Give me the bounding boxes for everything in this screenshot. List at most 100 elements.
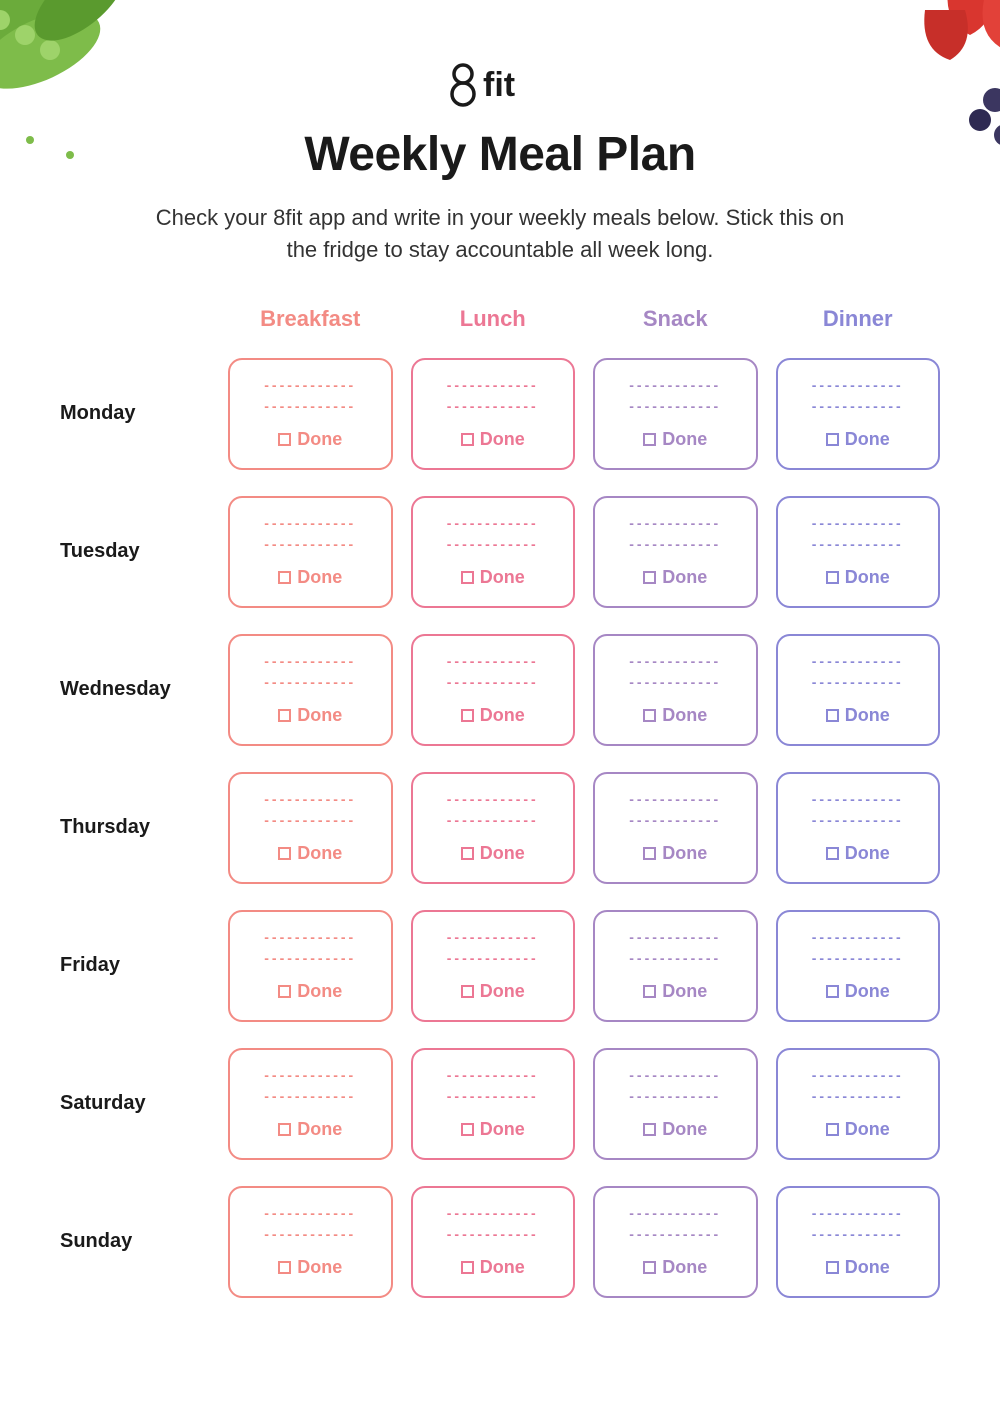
checkbox-icon[interactable] — [643, 1123, 656, 1136]
column-header: Dinner — [776, 306, 941, 332]
done-checkbox-row[interactable]: Done — [461, 843, 525, 864]
checkbox-icon[interactable] — [461, 709, 474, 722]
checkbox-icon[interactable] — [278, 1261, 291, 1274]
checkbox-icon[interactable] — [643, 571, 656, 584]
meal-cell[interactable]: ------------------------Done — [776, 496, 941, 608]
checkbox-icon[interactable] — [643, 1261, 656, 1274]
done-checkbox-row[interactable]: Done — [826, 981, 890, 1002]
done-checkbox-row[interactable]: Done — [461, 1119, 525, 1140]
done-label: Done — [480, 1119, 525, 1140]
done-checkbox-row[interactable]: Done — [278, 429, 342, 450]
done-checkbox-row[interactable]: Done — [643, 705, 707, 726]
done-checkbox-row[interactable]: Done — [278, 1257, 342, 1278]
done-checkbox-row[interactable]: Done — [643, 429, 707, 450]
done-checkbox-row[interactable]: Done — [278, 843, 342, 864]
meal-cell[interactable]: ------------------------Done — [776, 634, 941, 746]
done-label: Done — [845, 843, 890, 864]
checkbox-icon[interactable] — [643, 709, 656, 722]
checkbox-icon[interactable] — [461, 571, 474, 584]
meal-cell[interactable]: ------------------------Done — [228, 358, 393, 470]
meal-write-line: ------------ — [812, 675, 904, 690]
meal-cell[interactable]: ------------------------Done — [776, 358, 941, 470]
done-checkbox-row[interactable]: Done — [826, 567, 890, 588]
checkbox-icon[interactable] — [643, 433, 656, 446]
meal-write-line: ------------ — [447, 930, 539, 945]
done-checkbox-row[interactable]: Done — [278, 1119, 342, 1140]
meal-cell[interactable]: ------------------------Done — [776, 1048, 941, 1160]
meal-cell[interactable]: ------------------------Done — [411, 496, 576, 608]
done-checkbox-row[interactable]: Done — [643, 1257, 707, 1278]
meal-cell[interactable]: ------------------------Done — [593, 910, 758, 1022]
meal-cell[interactable]: ------------------------Done — [593, 772, 758, 884]
done-checkbox-row[interactable]: Done — [643, 567, 707, 588]
meal-write-line: ------------ — [264, 1206, 356, 1221]
checkbox-icon[interactable] — [643, 847, 656, 860]
meal-cell[interactable]: ------------------------Done — [411, 1186, 576, 1298]
checkbox-icon[interactable] — [826, 1123, 839, 1136]
meal-cell[interactable]: ------------------------Done — [228, 910, 393, 1022]
meal-cell[interactable]: ------------------------Done — [228, 1048, 393, 1160]
meal-cell[interactable]: ------------------------Done — [228, 496, 393, 608]
meal-write-line: ------------ — [812, 378, 904, 393]
checkbox-icon[interactable] — [461, 1261, 474, 1274]
meal-cell[interactable]: ------------------------Done — [593, 358, 758, 470]
done-checkbox-row[interactable]: Done — [643, 981, 707, 1002]
meal-cell[interactable]: ------------------------Done — [593, 1048, 758, 1160]
checkbox-icon[interactable] — [278, 709, 291, 722]
meal-cell[interactable]: ------------------------Done — [411, 1048, 576, 1160]
checkbox-icon[interactable] — [278, 1123, 291, 1136]
done-checkbox-row[interactable]: Done — [826, 1257, 890, 1278]
meal-cell[interactable]: ------------------------Done — [776, 910, 941, 1022]
meal-cell[interactable]: ------------------------Done — [228, 634, 393, 746]
meal-cell[interactable]: ------------------------Done — [411, 772, 576, 884]
done-checkbox-row[interactable]: Done — [826, 1119, 890, 1140]
meal-write-line: ------------ — [629, 399, 721, 414]
checkbox-icon[interactable] — [826, 709, 839, 722]
done-label: Done — [297, 1119, 342, 1140]
checkbox-icon[interactable] — [826, 847, 839, 860]
svg-text:fit: fit — [483, 66, 515, 104]
meal-cell[interactable]: ------------------------Done — [411, 910, 576, 1022]
checkbox-icon[interactable] — [826, 571, 839, 584]
checkbox-icon[interactable] — [461, 433, 474, 446]
meal-write-line: ------------ — [629, 516, 721, 531]
meal-cell[interactable]: ------------------------Done — [776, 772, 941, 884]
day-label: Wednesday — [60, 678, 210, 701]
meal-cell[interactable]: ------------ ------------ Done — [593, 496, 758, 608]
meal-cell[interactable]: ------------------------Done — [411, 358, 576, 470]
done-checkbox-row[interactable]: Done — [461, 1257, 525, 1278]
done-checkbox-row[interactable]: Done — [461, 705, 525, 726]
done-checkbox-row[interactable]: Done — [278, 981, 342, 1002]
checkbox-icon[interactable] — [278, 985, 291, 998]
meal-write-line: ------------ — [629, 792, 721, 807]
checkbox-icon[interactable] — [278, 433, 291, 446]
done-checkbox-row[interactable]: Done — [461, 429, 525, 450]
meal-cell[interactable]: ------------------------Done — [776, 1186, 941, 1298]
meal-cell[interactable]: ------------------------Done — [593, 1186, 758, 1298]
done-checkbox-row[interactable]: Done — [643, 843, 707, 864]
checkbox-icon[interactable] — [278, 571, 291, 584]
done-checkbox-row[interactable]: Done — [278, 567, 342, 588]
done-checkbox-row[interactable]: Done — [826, 843, 890, 864]
checkbox-icon[interactable] — [826, 433, 839, 446]
checkbox-icon[interactable] — [826, 1261, 839, 1274]
checkbox-icon[interactable] — [643, 985, 656, 998]
done-label: Done — [297, 567, 342, 588]
checkbox-icon[interactable] — [278, 847, 291, 860]
done-checkbox-row[interactable]: Done — [826, 429, 890, 450]
meal-cell[interactable]: ------------------------Done — [228, 772, 393, 884]
checkbox-icon[interactable] — [461, 847, 474, 860]
checkbox-icon[interactable] — [461, 1123, 474, 1136]
meal-cell[interactable]: ------------------------Done — [593, 634, 758, 746]
meal-cell[interactable]: ------------------------Done — [228, 1186, 393, 1298]
meal-write-line: ------------ — [629, 537, 721, 552]
done-checkbox-row[interactable]: Done — [461, 567, 525, 588]
done-checkbox-row[interactable]: Done — [461, 981, 525, 1002]
meal-cell[interactable]: ------------------------Done — [411, 634, 576, 746]
done-label: Done — [662, 705, 707, 726]
done-checkbox-row[interactable]: Done — [278, 705, 342, 726]
checkbox-icon[interactable] — [461, 985, 474, 998]
done-checkbox-row[interactable]: Done — [826, 705, 890, 726]
done-checkbox-row[interactable]: Done — [643, 1119, 707, 1140]
checkbox-icon[interactable] — [826, 985, 839, 998]
